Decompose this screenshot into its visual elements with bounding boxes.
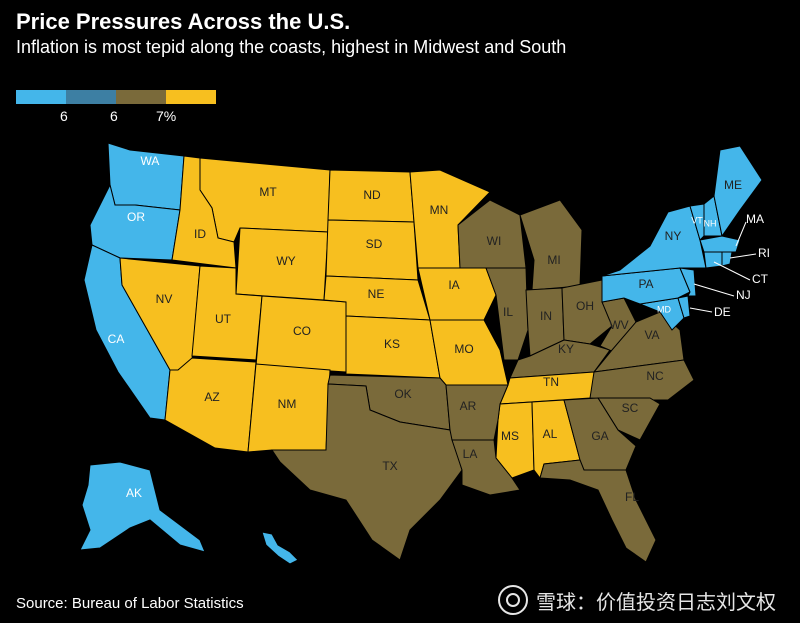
label-va: VA [644,328,659,342]
label-in: IN [540,309,552,323]
state-ma [699,235,741,253]
label-ks: KS [384,337,400,351]
legend-label-1: 6 [60,108,68,124]
label-nc: NC [646,369,664,383]
label-nj: NJ [736,288,751,302]
state-mi [519,199,583,291]
label-nh: NH [704,218,717,228]
state-ia [417,267,497,321]
label-ia: IA [448,278,459,292]
map-subtitle: Inflation is most tepid along the coasts… [16,37,567,57]
label-ut: UT [215,312,232,326]
label-ne: NE [368,287,385,301]
leader-ri [729,253,757,259]
legend-swatch-4 [166,90,216,104]
label-al: AL [543,427,558,441]
leader-nj [693,283,735,297]
label-mo: MO [454,342,473,356]
label-me: ME [724,178,742,192]
label-oh: OH [576,299,594,313]
legend-swatch-3 [116,90,166,104]
label-ma: MA [746,212,764,226]
state-ri [721,251,733,267]
state-tx [271,383,463,561]
label-wa: WA [141,154,160,168]
state-ct [703,251,723,269]
legend-swatch-1 [16,90,66,104]
label-tn: TN [543,375,559,389]
label-vt: VT [691,215,703,225]
watermark: 雪球：价值投资日志刘文权 [498,585,776,615]
state-hi [261,531,299,565]
label-tx: TX [382,459,397,473]
label-ak: AK [126,486,142,500]
label-sc: SC [622,401,639,415]
label-wi: WI [487,234,502,248]
source-note: Source: Bureau of Labor Statistics [16,595,244,612]
label-ct: CT [752,272,769,286]
leader-ma [735,221,747,247]
label-nv: NV [156,292,173,306]
label-de: DE [714,305,731,319]
legend-swatch-2 [66,90,116,104]
state-oh [561,279,613,345]
legend-label-3: 7% [156,108,177,124]
watermark-text: 雪球：价值投资日志刘文权 [536,589,776,614]
label-md: MD [657,304,671,314]
label-ms: MS [501,429,519,443]
leader-de [689,307,713,313]
state-id [171,155,237,269]
state-nj [679,267,697,297]
leader-ct [713,261,751,281]
legend-color-bar [16,90,216,104]
label-mn: MN [430,203,449,217]
state-la [451,439,521,496]
label-co: CO [293,324,311,338]
label-la: LA [463,447,478,461]
watermark-logo-icon [498,585,528,615]
label-pa: PA [638,277,653,291]
label-az: AZ [204,390,219,404]
legend-label-2: 6 [110,108,118,124]
label-ok: OK [394,387,411,401]
label-fl: FL [625,490,639,504]
label-wy: WY [276,254,295,268]
label-ny: NY [665,229,682,243]
state-ak [79,461,206,553]
label-ga: GA [591,429,608,443]
map-title: Price Pressures Across the U.S. [16,9,351,34]
label-ar: AR [460,399,477,413]
label-nm: NM [278,397,297,411]
state-de [677,295,691,319]
label-sd: SD [366,237,383,251]
label-mt: MT [259,185,277,199]
label-ca: CA [108,332,125,346]
label-ky: KY [558,342,574,356]
label-id: ID [194,227,206,241]
state-az [164,357,257,453]
label-or: OR [127,210,145,224]
label-ri: RI [758,246,770,260]
label-nd: ND [363,188,381,202]
label-il: IL [503,305,513,319]
label-wv: WV [609,318,628,332]
label-mi: MI [547,253,560,267]
state-fl [539,459,657,563]
state-wa [107,142,185,211]
state-ar [445,384,509,441]
